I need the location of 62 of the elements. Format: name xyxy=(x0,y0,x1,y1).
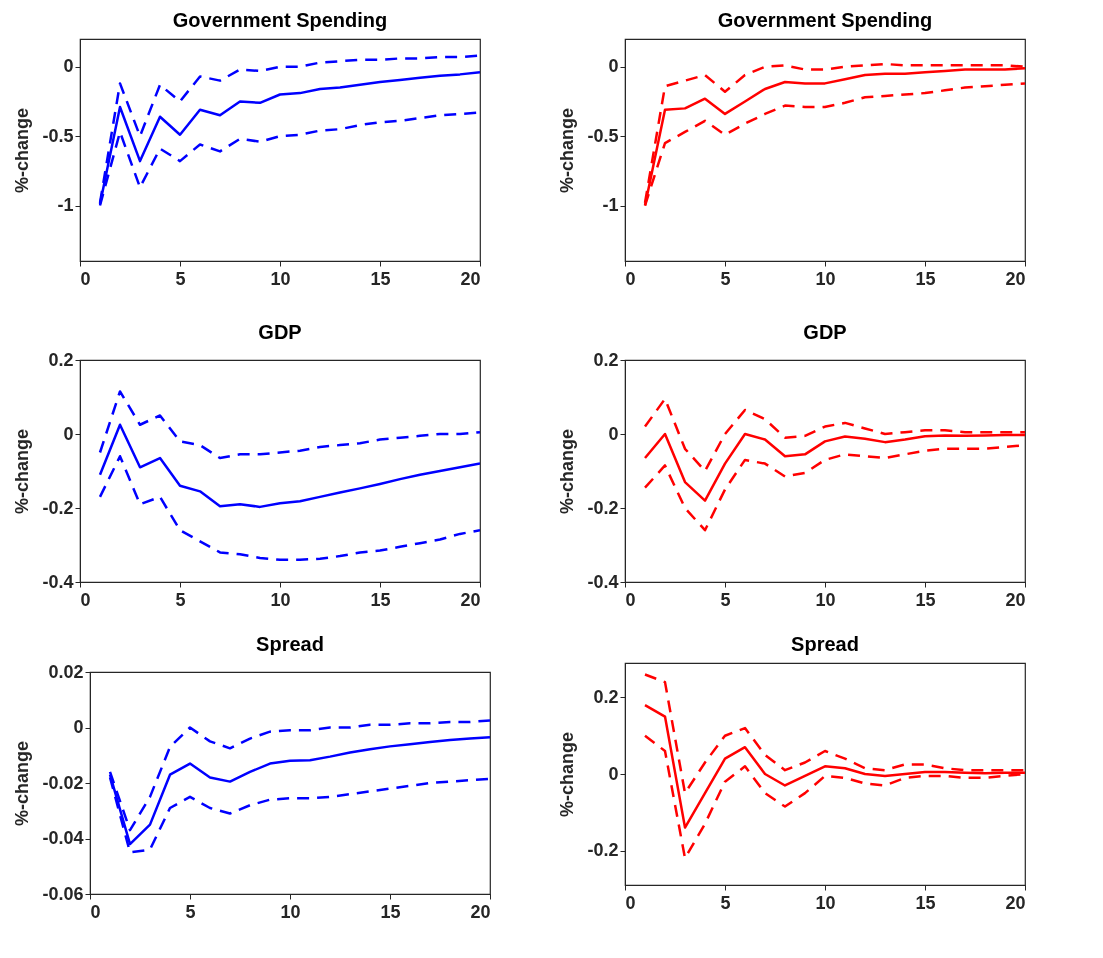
x-tick-label: 20 xyxy=(470,901,491,922)
x-tick-label: 10 xyxy=(815,892,836,913)
x-tick-label: 0 xyxy=(625,589,636,610)
y-tick-label: 0.2 xyxy=(593,349,619,370)
y-tick-label: -0.04 xyxy=(42,828,84,848)
y-tick-label: -0.5 xyxy=(42,125,74,146)
y-tick-label: -0.2 xyxy=(42,497,74,518)
x-tick-label: 5 xyxy=(175,268,186,289)
x-tick-label: 20 xyxy=(460,268,481,289)
x-tick-label: 20 xyxy=(460,589,481,610)
y-tick-label: 0 xyxy=(608,423,619,444)
x-tick-label: 5 xyxy=(720,892,731,913)
y-axis-title: %-change xyxy=(557,731,578,818)
y-tick-label: -1 xyxy=(602,195,619,215)
y-tick-label: 0 xyxy=(608,763,619,784)
x-tick-label: 0 xyxy=(625,268,636,289)
x-tick-label: 5 xyxy=(720,589,731,610)
y-tick-label: -1 xyxy=(57,195,74,215)
x-tick-label: 5 xyxy=(185,901,196,922)
x-tick-label: 0 xyxy=(625,892,636,913)
x-tick-label: 20 xyxy=(1005,589,1026,610)
y-tick-label: -0.2 xyxy=(587,497,619,518)
chart-title: Government Spending xyxy=(172,9,388,31)
x-tick-label: 10 xyxy=(270,268,291,289)
x-tick-label: 15 xyxy=(370,268,391,289)
x-tick-label: 15 xyxy=(915,589,936,610)
chart-title: Government Spending xyxy=(717,9,933,31)
y-tick-label: 0 xyxy=(608,56,619,77)
x-tick-label: 10 xyxy=(815,589,836,610)
chart-title: Spread xyxy=(256,633,324,655)
x-tick-label: 5 xyxy=(175,589,186,610)
x-tick-label: 15 xyxy=(915,892,936,913)
y-axis-title: %-change xyxy=(12,428,33,515)
y-tick-label: 0.2 xyxy=(593,686,619,707)
y-axis-title: %-change xyxy=(12,107,33,194)
y-tick-label: 0 xyxy=(63,423,74,444)
y-axis-title: %-change xyxy=(557,428,578,515)
x-tick-label: 10 xyxy=(815,268,836,289)
x-tick-label: 15 xyxy=(370,589,391,610)
x-tick-label: 20 xyxy=(1005,892,1026,913)
y-tick-label: -0.4 xyxy=(42,571,74,592)
x-tick-label: 15 xyxy=(915,268,936,289)
x-tick-label: 0 xyxy=(90,901,101,922)
y-tick-label: 0 xyxy=(73,717,84,737)
x-tick-label: 10 xyxy=(280,901,301,922)
y-axis-title: %-change xyxy=(12,740,33,827)
y-tick-label: -0.06 xyxy=(42,883,84,904)
chart-title: GDP xyxy=(258,321,302,343)
y-tick-label: 0 xyxy=(63,56,74,77)
chart-title: Spread xyxy=(791,633,859,655)
y-tick-label: -0.4 xyxy=(587,571,619,592)
y-axis-title: %-change xyxy=(557,107,578,194)
y-tick-label: -0.2 xyxy=(587,840,619,861)
chart-title: GDP xyxy=(803,321,847,343)
x-tick-label: 15 xyxy=(380,901,401,922)
y-tick-label: 0.02 xyxy=(48,661,84,682)
x-tick-label: 5 xyxy=(720,268,731,289)
x-tick-label: 10 xyxy=(270,589,291,610)
x-tick-label: 20 xyxy=(1005,268,1026,289)
y-tick-label: -0.5 xyxy=(587,125,619,146)
y-tick-label: 0.2 xyxy=(48,349,74,370)
y-tick-label: -0.02 xyxy=(42,772,84,793)
